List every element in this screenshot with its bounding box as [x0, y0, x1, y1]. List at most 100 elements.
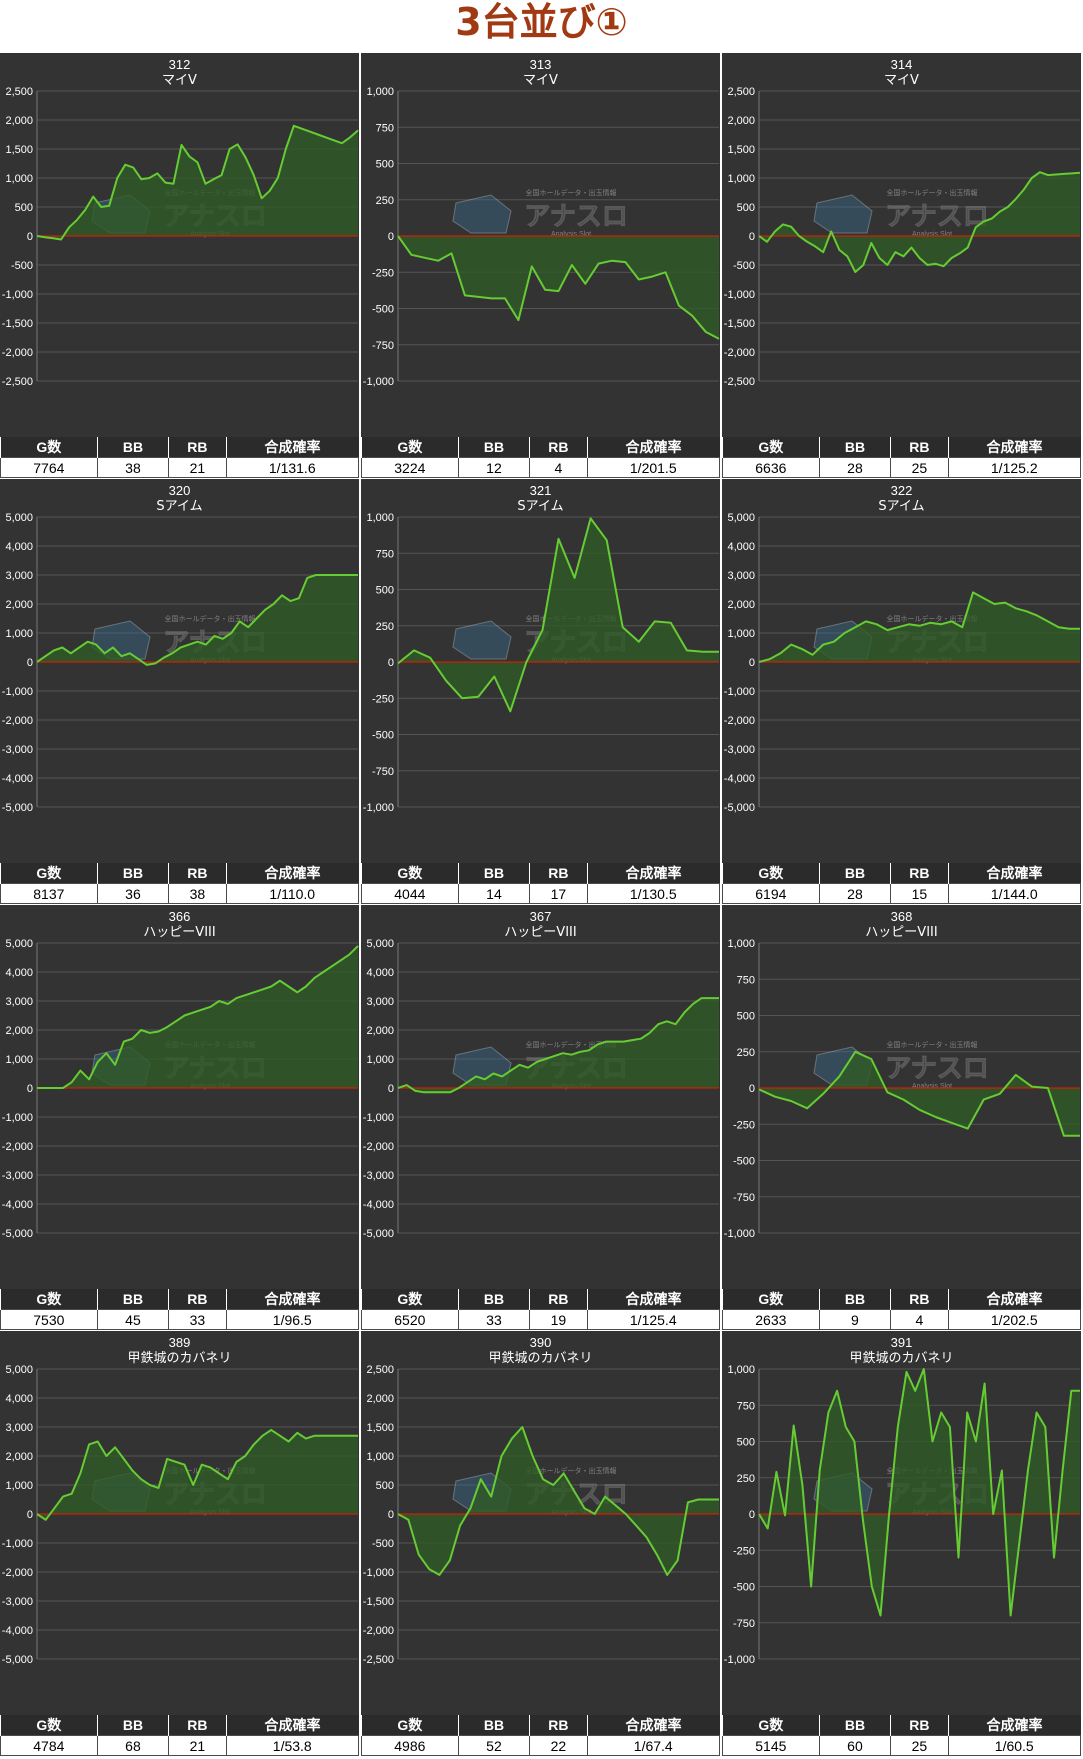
- chart-background: [0, 479, 359, 863]
- y-tick-label: -1,000: [2, 686, 33, 698]
- bb-value: 28: [818, 457, 892, 478]
- header-games: G数: [0, 1289, 98, 1310]
- combined-prob-value: 1/67.4: [586, 1735, 721, 1756]
- chart-312: -2,500 -2,000 -1,500 -1,000 -500 0 500 1,000 1,5…: [0, 53, 359, 437]
- series-line: [397, 1426, 719, 1576]
- header-rb: RB: [529, 1715, 588, 1736]
- bb-value: 28: [818, 883, 892, 904]
- watermark-logo-text: アナスロ: [885, 202, 988, 232]
- y-tick-label: -1,000: [363, 376, 394, 388]
- chart-title: 367: [530, 909, 552, 924]
- y-tick-label: -5,000: [2, 1654, 33, 1666]
- y-tick-label: 1,000: [5, 1054, 33, 1066]
- bb-value: 36: [96, 883, 170, 904]
- y-tick-label: 500: [737, 202, 755, 214]
- y-tick-label: -250: [733, 1119, 755, 1131]
- y-tick-label: 4,000: [5, 967, 33, 979]
- y-tick-label: 1,500: [5, 144, 33, 156]
- games-value: 4044: [361, 883, 459, 904]
- series-area: [398, 998, 719, 1093]
- y-tick-label: 3,000: [5, 996, 33, 1008]
- series-line: [758, 1050, 1080, 1137]
- y-tick-label: 1,000: [727, 938, 755, 950]
- y-tick-label: 500: [737, 1011, 755, 1023]
- series-line: [37, 945, 359, 1089]
- y-tick-label: 2,500: [5, 86, 33, 98]
- header-bb: BB: [96, 1289, 169, 1310]
- y-tick-label: -1,000: [724, 1654, 755, 1666]
- y-tick-label: 2,000: [727, 115, 755, 127]
- rb-value: 17: [529, 883, 588, 904]
- games-value: 8137: [0, 883, 98, 904]
- y-tick-label: 5,000: [5, 1364, 33, 1376]
- y-tick-label: 500: [15, 202, 33, 214]
- header-games: G数: [0, 437, 98, 458]
- stats-table-321: G数 BB RB 合成確率 4044 14 17 1/130.5: [361, 863, 721, 904]
- y-tick-label: -3,000: [2, 1596, 33, 1608]
- y-tick-label: -4,000: [2, 1625, 33, 1637]
- y-tick-label: 4,000: [5, 541, 33, 553]
- series-line: [36, 574, 358, 666]
- header-prob: 合成確率: [947, 1289, 1081, 1310]
- header-rb: RB: [529, 437, 588, 458]
- y-tick-label: 0: [388, 1509, 394, 1521]
- y-tick-label: -2,500: [363, 1654, 394, 1666]
- y-tick-label: 500: [376, 585, 394, 597]
- bb-value: 38: [96, 457, 170, 478]
- combined-prob-value: 1/53.8: [225, 1735, 360, 1756]
- chart-subtitle: Sアイム: [517, 499, 563, 514]
- y-tick-label: -3,000: [724, 744, 755, 756]
- y-tick-label: -750: [372, 340, 394, 352]
- header-bb: BB: [457, 863, 530, 884]
- header-bb: BB: [96, 437, 169, 458]
- series-area: [759, 172, 1080, 272]
- y-tick-label: 1,000: [727, 173, 755, 185]
- header-games: G数: [722, 437, 820, 458]
- y-tick-label: -1,000: [363, 1112, 394, 1124]
- series-line: [36, 124, 359, 241]
- page-title: 3台並び①: [455, 0, 628, 44]
- y-tick-label: -500: [11, 260, 33, 272]
- header-bb: BB: [457, 1715, 530, 1736]
- y-tick-label: -1,000: [2, 289, 33, 301]
- chart-subtitle: ハッピーVIII: [504, 925, 576, 940]
- chart-subtitle: マイV: [523, 73, 558, 88]
- header-bb: BB: [818, 1289, 891, 1310]
- stats-table-320: G数 BB RB 合成確率 8137 36 38 1/110.0: [0, 863, 360, 904]
- watermark-sub: Analysis Slot: [551, 231, 591, 238]
- chart-subtitle: マイV: [884, 73, 919, 88]
- y-tick-label: -250: [372, 693, 394, 705]
- combined-prob-value: 1/96.5: [225, 1309, 360, 1330]
- header-rb: RB: [168, 863, 227, 884]
- header-games: G数: [361, 1289, 459, 1310]
- games-value: 6194: [722, 883, 820, 904]
- chart-background: [361, 479, 720, 863]
- y-tick-label: 0: [388, 231, 394, 243]
- y-tick-label: 0: [27, 657, 33, 669]
- stats-table-313: G数 BB RB 合成確率 3224 12 4 1/201.5: [361, 437, 721, 478]
- chart-320: -5,000 -4,000 -3,000 -2,000 -1,000 0 1,000 2,00…: [0, 479, 359, 863]
- games-value: 7764: [0, 457, 98, 478]
- y-tick-label: -1,500: [724, 318, 755, 330]
- header-prob: 合成確率: [586, 437, 720, 458]
- games-value: 4784: [0, 1735, 98, 1756]
- chart-subtitle: Sアイム: [156, 499, 202, 514]
- y-tick-label: 0: [749, 657, 755, 669]
- y-tick-label: 500: [737, 1437, 755, 1449]
- chart-321: -1,000 -750 -500 -250 0 250 500 750 1,000 321Sアイム…: [361, 479, 720, 863]
- chart-subtitle: 甲鉄城のカバネリ: [488, 1351, 592, 1366]
- chart-390: -2,500 -2,000 -1,500 -1,000 -500 0 500 1,000 1,5…: [361, 1331, 720, 1715]
- bb-value: 14: [457, 883, 531, 904]
- y-tick-label: 2,500: [727, 86, 755, 98]
- chart-subtitle: ハッピーVIII: [865, 925, 937, 940]
- y-tick-label: 250: [376, 621, 394, 633]
- header-rb: RB: [890, 1289, 949, 1310]
- y-tick-label: 250: [737, 1047, 755, 1059]
- series-area: [398, 518, 719, 712]
- rb-value: 21: [168, 1735, 227, 1756]
- header-rb: RB: [168, 1715, 227, 1736]
- combined-prob-value: 1/144.0: [947, 883, 1082, 904]
- header-bb: BB: [818, 863, 891, 884]
- chart-title: 391: [891, 1335, 913, 1350]
